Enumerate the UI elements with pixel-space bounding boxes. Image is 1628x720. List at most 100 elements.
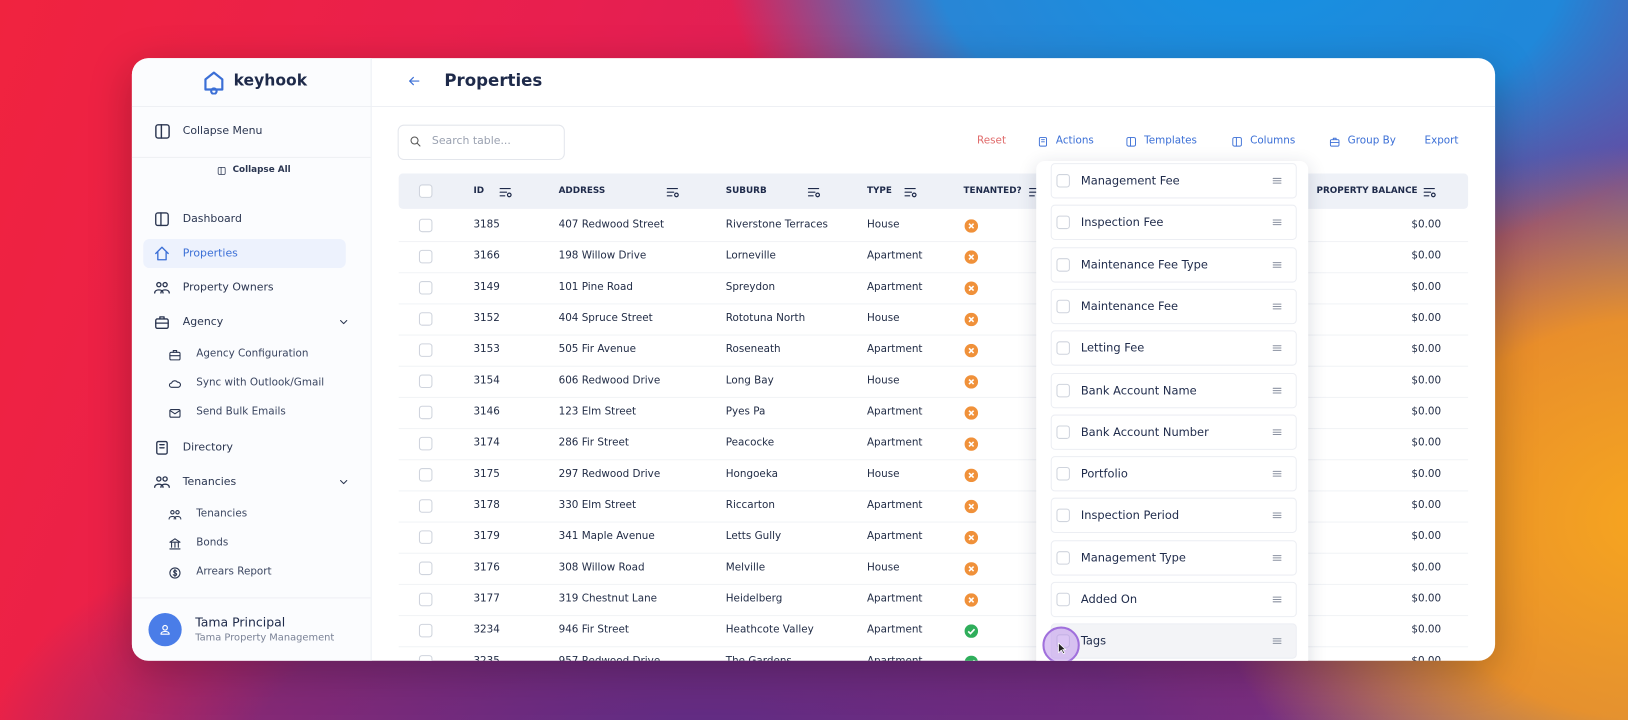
column-option[interactable] [1050,581,1297,618]
cell-address[interactable]: 123 Elm Street [558,406,637,418]
logo-area [131,58,371,108]
cell-suburb: Heathcote Valley [725,624,814,636]
cell-id: 3177 [473,593,500,605]
cell-address[interactable]: 319 Chestnut Lane [558,593,658,605]
sub-nav-item[interactable]: Sync with Outlook/Gmail [196,377,325,389]
header-checkbox[interactable] [418,184,433,198]
tenanted-status [964,592,979,607]
avatar-icon [160,624,170,635]
row-checkbox[interactable] [418,623,433,638]
column-option-checkbox[interactable] [1056,174,1070,188]
tenanted-status [964,561,979,576]
row-checkbox[interactable] [418,499,433,513]
cell-type: House [866,375,900,387]
collapse-menu[interactable]: Collapse Menu [182,124,263,137]
column-option-checkbox[interactable] [1056,299,1070,314]
cell-address[interactable]: 198 Willow Drive [558,250,647,262]
cell-address[interactable]: 505 Fir Avenue [558,343,636,356]
column-option-checkbox[interactable] [1056,215,1070,230]
row-checkbox[interactable] [418,436,433,451]
cell-address[interactable]: 341 Maple Avenue [558,530,655,543]
nav-item[interactable]: Tenancies [182,475,237,489]
tenanted-status [964,281,979,295]
column-option-checkbox[interactable] [1056,425,1070,439]
cell-balance: $0.00 [1411,656,1441,661]
search-box[interactable] [397,124,565,160]
column-option-checkbox[interactable] [1056,592,1070,607]
column-option[interactable] [1050,372,1297,408]
column-option-checkbox[interactable] [1056,508,1070,523]
cell-address[interactable]: 286 Fir Street [558,437,629,449]
column-option-checkbox[interactable] [1056,257,1070,272]
nav-item[interactable]: Properties [182,247,238,260]
cell-type: House [866,468,900,480]
row-checkbox[interactable] [418,592,433,607]
row-divider [398,303,1469,305]
sub-nav-item[interactable]: Tenancies [196,508,248,520]
cell-address[interactable]: 330 Elm Street [558,499,637,512]
column-option-checkbox[interactable] [1056,383,1070,397]
toolbar-button[interactable]: Templates [1144,135,1197,147]
nav-item[interactable]: Agency [182,315,224,329]
cell-id: 3178 [473,499,500,512]
column-option[interactable] [1050,246,1297,283]
toolbar-button[interactable]: Export [1424,135,1459,147]
cell-type: Apartment [866,281,923,293]
toolbar-button[interactable]: Group By [1347,135,1396,147]
row-divider [398,334,1469,336]
column-option[interactable] [1050,623,1297,660]
column-option-checkbox[interactable] [1056,341,1070,355]
cell-address[interactable]: 946 Fir Street [558,624,629,636]
tenanted-status [964,218,979,233]
row-checkbox[interactable] [418,281,433,295]
column-option[interactable] [1050,330,1297,366]
sub-nav-item[interactable]: Arrears Report [196,566,272,578]
column-option[interactable] [1050,288,1297,325]
column-option[interactable] [1050,498,1297,534]
row-checkbox[interactable] [418,468,433,482]
cell-address[interactable]: 606 Redwood Drive [558,375,661,387]
nav-item[interactable]: Directory [182,441,233,454]
column-option[interactable] [1050,539,1297,576]
toolbar-button[interactable]: Columns [1250,135,1296,147]
row-checkbox[interactable] [418,561,433,576]
sub-nav-item[interactable]: Bonds [196,537,229,549]
cell-address[interactable]: 101 Pine Road [558,281,633,293]
cell-address[interactable]: 957 Redwood Drive [559,656,661,661]
collapse-all[interactable]: Collapse All [232,164,291,176]
toolbar-icon [1329,137,1339,147]
row-checkbox[interactable] [418,405,433,420]
cell-address[interactable]: 308 Willow Road [558,562,645,574]
toolbar-button[interactable]: Reset [977,135,1007,147]
row-divider [398,365,1469,367]
cell-address[interactable]: 404 Spruce Street [558,312,653,325]
sub-nav-item[interactable]: Send Bulk Emails [196,406,286,418]
toolbar-icon [1125,136,1136,147]
nav-item[interactable]: Dashboard [182,212,242,226]
row-checkbox[interactable] [418,218,433,233]
column-header: ID [473,185,485,197]
row-checkbox[interactable] [418,655,433,661]
column-option[interactable] [1050,414,1297,450]
sub-nav-icon [168,566,181,579]
sub-nav-item[interactable]: Agency Configuration [196,348,309,360]
row-divider [398,615,1469,617]
cell-address[interactable]: 407 Redwood Street [558,219,665,231]
nav-item[interactable]: Property Owners [182,281,274,294]
cell-id: 3179 [473,530,500,543]
row-checkbox[interactable] [418,374,433,389]
cell-id: 3176 [473,562,500,574]
row-checkbox[interactable] [418,249,433,264]
tenanted-status [964,468,979,482]
row-checkbox[interactable] [418,530,433,544]
column-option[interactable] [1050,204,1297,241]
column-option-checkbox[interactable] [1056,550,1070,565]
divider [131,156,371,158]
column-option-checkbox[interactable] [1056,467,1070,481]
row-checkbox[interactable] [418,312,433,326]
cell-address[interactable]: 297 Redwood Drive [558,468,661,480]
column-option[interactable] [1050,456,1297,492]
toolbar-button[interactable]: Actions [1055,135,1094,147]
row-checkbox[interactable] [418,343,433,357]
column-option[interactable] [1050,163,1297,199]
